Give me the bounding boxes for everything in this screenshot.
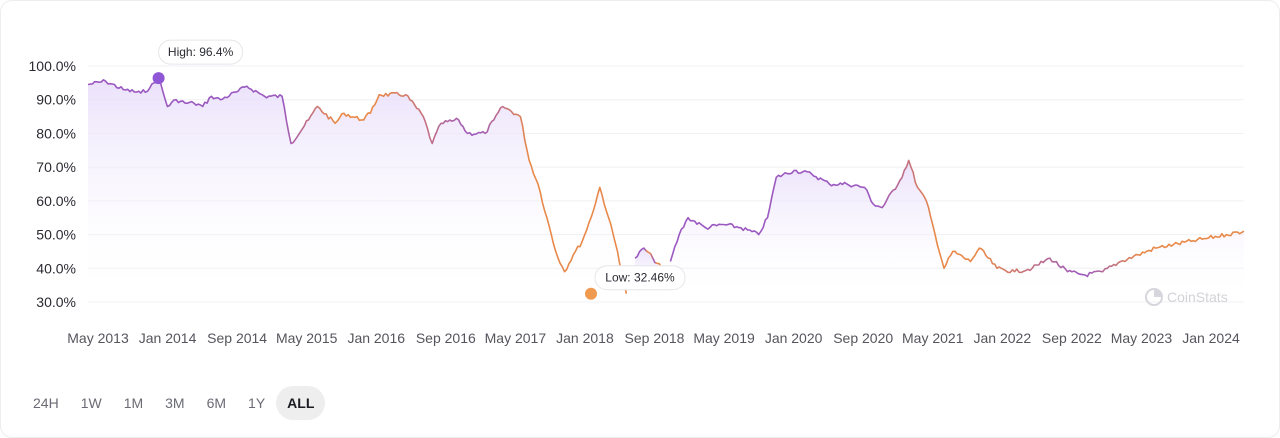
y-axis: 100.0% 90.0% 80.0% 70.0% 60.0% 50.0% 40.0% 30.0… [29, 58, 76, 310]
range-all-button[interactable]: ALL [276, 386, 326, 420]
y-tick-label: 60.0% [36, 193, 76, 209]
y-tick-label: 30.0% [36, 294, 76, 310]
line-segment [669, 159, 1245, 278]
x-tick-label: May 2015 [276, 330, 338, 346]
x-tick-label: Sep 2018 [625, 330, 685, 346]
y-tick-label: 90.0% [36, 92, 76, 108]
y-tick-label: 100.0% [29, 58, 76, 74]
low-tooltip [594, 265, 686, 291]
y-tick-label: 50.0% [36, 227, 76, 243]
x-tick-label: Jan 2024 [1182, 330, 1240, 346]
x-tick-label: Jan 2014 [139, 330, 197, 346]
range-1m-button[interactable]: 1M [123, 395, 144, 411]
high-tooltip [158, 39, 244, 65]
x-tick-label: May 2013 [67, 330, 129, 346]
watermark-text: CoinStats [1167, 289, 1228, 305]
x-tick-label: Sep 2020 [833, 330, 893, 346]
y-tick-label: 40.0% [36, 260, 76, 276]
x-tick-label: Sep 2014 [207, 330, 267, 346]
x-tick-label: May 2021 [902, 330, 964, 346]
x-tick-label: Sep 2016 [416, 330, 476, 346]
x-tick-label: May 2023 [1111, 330, 1173, 346]
x-tick-label: Jan 2020 [765, 330, 823, 346]
line-segment [634, 247, 663, 269]
x-tick-label: May 2017 [485, 330, 547, 346]
range-1y-button[interactable]: 1Y [248, 395, 266, 411]
area-segment [88, 78, 627, 302]
x-tick-label: Jan 2022 [974, 330, 1032, 346]
high-marker[interactable] [152, 72, 165, 85]
time-range-selector: 24H 1W 1M 3M 6M 1Y ALL [22, 386, 326, 420]
y-tick-label: 70.0% [36, 159, 76, 175]
range-3m-button[interactable]: 3M [165, 395, 185, 411]
line-segment [87, 77, 628, 294]
range-1w-button[interactable]: 1W [80, 395, 102, 411]
x-tick-label: May 2019 [693, 330, 755, 346]
high-label: High: 96.4% [168, 45, 234, 59]
coinstats-logo-wedge [1154, 289, 1162, 297]
series-line [87, 77, 1245, 294]
area-segment [670, 160, 1244, 302]
watermark: CoinStats [1145, 288, 1228, 306]
low-marker[interactable] [584, 287, 597, 300]
low-label: Low: 32.46% [605, 271, 675, 285]
x-tick-label: Jan 2016 [347, 330, 405, 346]
x-axis: May 2013 Jan 2014 Sep 2014 May 2015 Jan 2016… [67, 330, 1240, 346]
range-24h-button[interactable]: 24H [33, 395, 59, 411]
x-tick-label: Jan 2018 [556, 330, 614, 346]
x-tick-label: Sep 2022 [1042, 330, 1102, 346]
extreme-markers: High: 96.4% Low: 32.46% [152, 39, 686, 300]
y-tick-label: 80.0% [36, 125, 76, 141]
range-6m-button[interactable]: 6M [206, 395, 227, 411]
